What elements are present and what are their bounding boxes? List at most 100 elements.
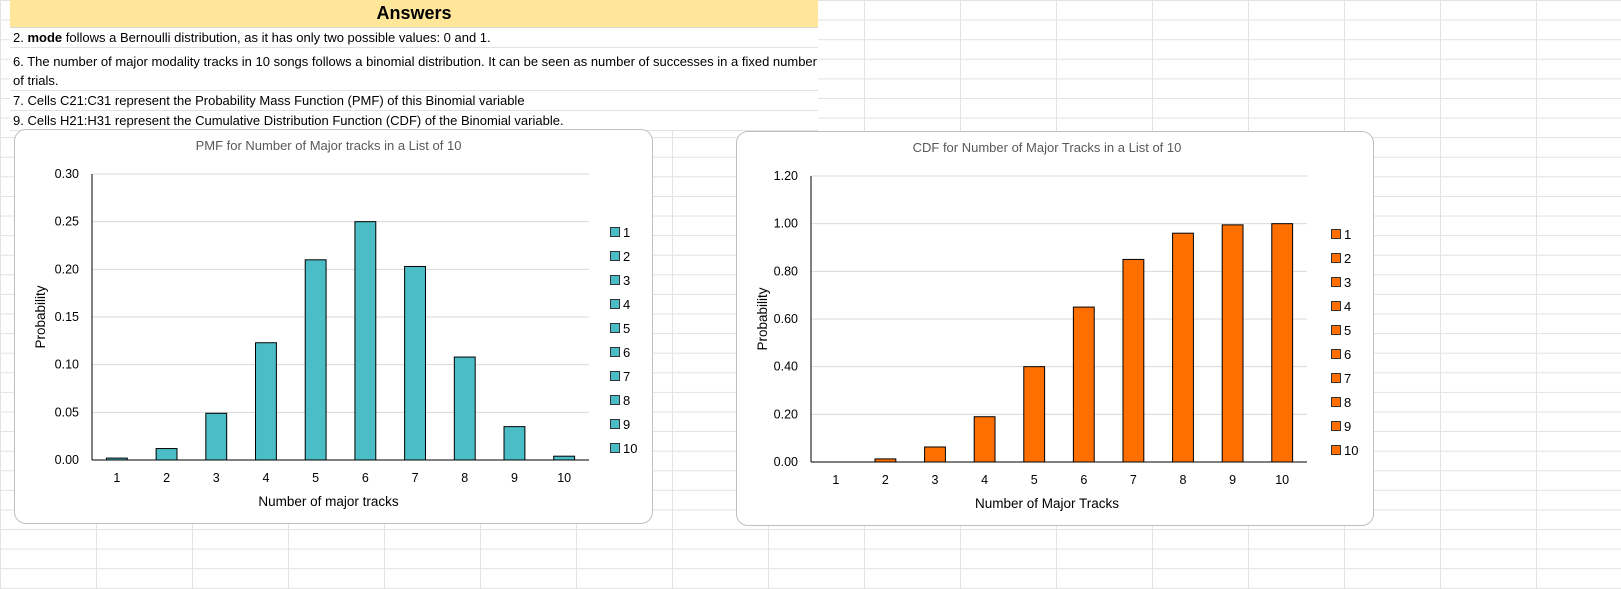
pmf-legend-label: 1 <box>623 224 631 240</box>
cdf-ytick-label: 1.00 <box>774 217 798 231</box>
cdf-xtick-label: 5 <box>1031 473 1038 487</box>
pmf-bar <box>453 356 476 461</box>
answer-line-3: 7. Cells C21:C31 represent the Probabili… <box>10 91 818 111</box>
pmf-legend-item: 4 <box>610 292 637 316</box>
pmf-legend-swatch <box>610 347 620 357</box>
pmf-ytick-label: 0.25 <box>55 215 79 229</box>
cdf-bar <box>1072 306 1095 463</box>
cdf-xtick-label: 10 <box>1275 473 1289 487</box>
pmf-bar <box>205 412 228 461</box>
pmf-bar <box>354 221 377 461</box>
pmf-legend-item: 10 <box>610 436 637 460</box>
pmf-xtick-label: 5 <box>312 471 319 485</box>
pmf-legend-swatch <box>610 275 620 285</box>
pmf-legend-label: 10 <box>623 440 638 456</box>
cdf-bar <box>1172 232 1194 463</box>
pmf-legend-label: 9 <box>623 416 631 432</box>
cdf-legend-label: 3 <box>1344 274 1352 290</box>
pmf-bar <box>553 455 576 461</box>
cdf-legend-item: 9 <box>1331 414 1358 438</box>
pmf-legend-item: 2 <box>610 244 637 268</box>
pmf-chart[interactable]: PMF for Number of Major tracks in a List… <box>14 129 653 524</box>
cdf-ytick-label: 0.20 <box>774 407 798 421</box>
answers-block: Answers 2. mode follows a Bernoulli dist… <box>10 0 818 131</box>
pmf-legend-label: 5 <box>623 320 631 336</box>
pmf-legend-label: 7 <box>623 368 631 384</box>
cdf-xtick-label: 4 <box>981 473 988 487</box>
cdf-bar <box>1122 258 1145 463</box>
pmf-legend-label: 6 <box>623 344 631 360</box>
pmf-legend-item: 6 <box>610 340 637 364</box>
pmf-legend-item: 3 <box>610 268 637 292</box>
cdf-legend-item: 8 <box>1331 390 1358 414</box>
pmf-bar <box>404 265 426 461</box>
pmf-xtick-label: 8 <box>461 471 468 485</box>
cdf-legend-item: 7 <box>1331 366 1358 390</box>
answer-line-1-prefix: 2. <box>13 30 28 45</box>
pmf-legend-swatch <box>610 371 620 381</box>
pmf-xtick-label: 9 <box>511 471 518 485</box>
pmf-legend-item: 1 <box>610 220 637 244</box>
cdf-xtick-label: 9 <box>1229 473 1236 487</box>
pmf-legend: 1 2 3 4 5 6 7 8 9 10 <box>610 220 637 460</box>
cdf-legend-item: 5 <box>1331 318 1358 342</box>
cdf-legend-label: 8 <box>1344 394 1352 410</box>
cdf-legend-item: 3 <box>1331 270 1358 294</box>
pmf-ytick-label: 0.00 <box>55 453 79 467</box>
pmf-xtick-label: 7 <box>412 471 419 485</box>
cdf-bar <box>924 446 946 463</box>
cdf-legend-swatch <box>1331 277 1341 287</box>
answer-line-4: 9. Cells H21:H31 represent the Cumulativ… <box>10 111 818 131</box>
pmf-ytick-label: 0.20 <box>55 262 79 276</box>
pmf-bar <box>304 259 327 461</box>
cdf-xtick-label: 6 <box>1080 473 1087 487</box>
cdf-bar <box>1221 224 1244 463</box>
pmf-legend-label: 3 <box>623 272 631 288</box>
cdf-legend: 1 2 3 4 5 6 7 8 9 10 <box>1331 222 1358 462</box>
pmf-ytick-label: 0.10 <box>55 358 79 372</box>
pmf-bar <box>155 448 178 461</box>
cdf-legend-label: 2 <box>1344 250 1352 266</box>
cdf-bar <box>1023 366 1046 463</box>
pmf-legend-swatch <box>610 395 620 405</box>
cdf-legend-item: 1 <box>1331 222 1358 246</box>
pmf-ytick-label: 0.15 <box>55 310 79 324</box>
pmf-xtick-label: 3 <box>213 471 220 485</box>
cdf-legend-swatch <box>1331 421 1341 431</box>
pmf-legend-item: 9 <box>610 412 637 436</box>
pmf-bar <box>105 457 128 461</box>
cdf-ytick-label: 0.60 <box>774 312 798 326</box>
cdf-legend-swatch <box>1331 301 1341 311</box>
cdf-ytick-label: 0.40 <box>774 360 798 374</box>
pmf-xlabel: Number of major tracks <box>258 494 399 509</box>
pmf-legend-swatch <box>610 443 620 453</box>
cdf-legend-label: 7 <box>1344 370 1352 386</box>
cdf-ytick-label: 0.80 <box>774 264 798 278</box>
cdf-legend-swatch <box>1331 445 1341 455</box>
cdf-legend-swatch <box>1331 229 1341 239</box>
cdf-legend-label: 1 <box>1344 226 1352 242</box>
cdf-xlabel: Number of Major Tracks <box>975 496 1119 511</box>
answer-line-1: 2. mode follows a Bernoulli distribution… <box>10 28 818 48</box>
pmf-ylabel: Probability <box>33 285 48 348</box>
cdf-bar <box>874 458 897 463</box>
cdf-xtick-label: 1 <box>832 473 839 487</box>
cdf-xtick-label: 7 <box>1130 473 1137 487</box>
pmf-legend-item: 5 <box>610 316 637 340</box>
pmf-bar <box>503 426 526 461</box>
answer-line-1-bold: mode <box>27 30 63 45</box>
cdf-legend-label: 5 <box>1344 322 1352 338</box>
pmf-legend-label: 4 <box>623 296 631 312</box>
cdf-chart[interactable]: CDF for Number of Major Tracks in a List… <box>736 131 1374 526</box>
cdf-legend-item: 10 <box>1331 438 1358 462</box>
cdf-xtick-label: 2 <box>882 473 889 487</box>
answer-line-1-rest: follows a Bernoulli distribution, as it … <box>62 30 491 45</box>
answer-line-2: 6. The number of major modality tracks i… <box>10 48 818 91</box>
pmf-legend-swatch <box>610 299 620 309</box>
cdf-legend-swatch <box>1331 349 1341 359</box>
pmf-legend-item: 8 <box>610 388 637 412</box>
cdf-legend-swatch <box>1331 253 1341 263</box>
cdf-legend-label: 9 <box>1344 418 1352 434</box>
cdf-bar <box>973 416 996 463</box>
pmf-legend-label: 8 <box>623 392 631 408</box>
